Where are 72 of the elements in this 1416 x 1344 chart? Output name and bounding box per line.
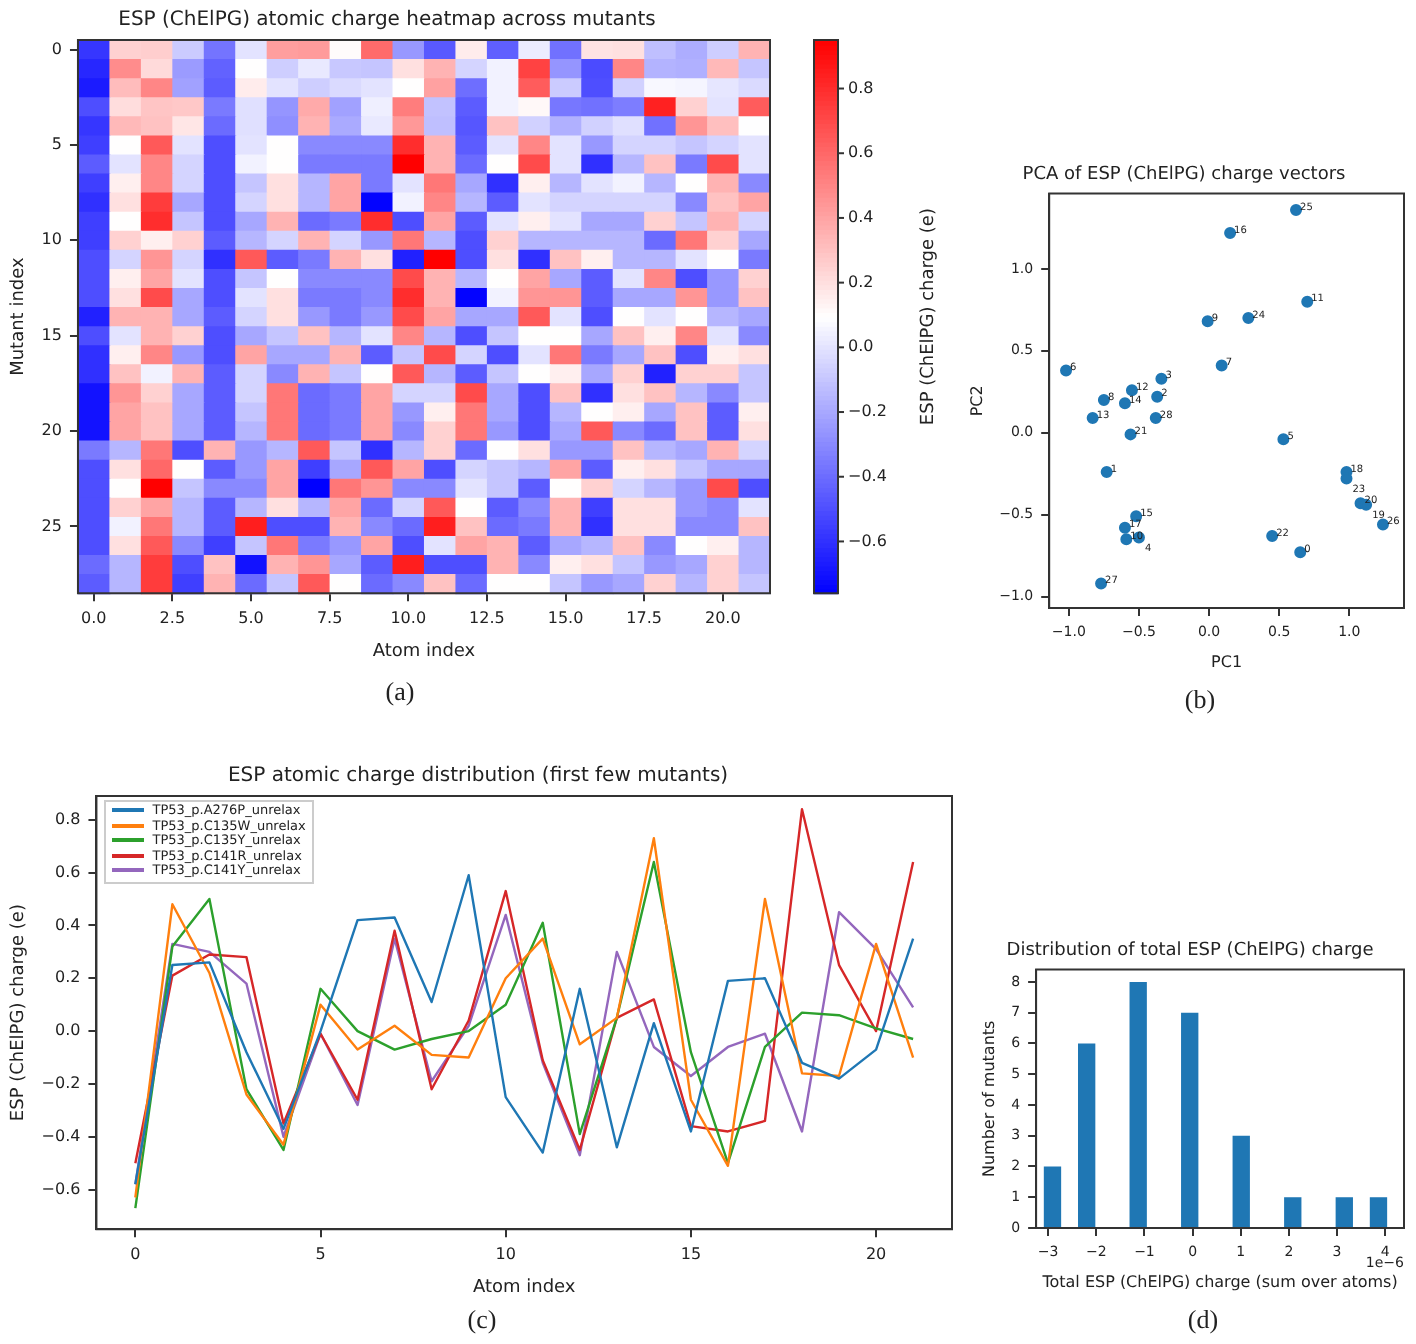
y-tick-label: 0.0: [54, 1021, 81, 1040]
chart-title: PCA of ESP (ChElPG) charge vectors: [1022, 165, 1347, 186]
x-tick-label: 0.0: [80, 608, 107, 627]
chart-title: ESP (ChElPG) atomic charge heatmap across mutants: [118, 9, 656, 32]
color-bar-label: 0.6: [848, 143, 874, 162]
y-tick-label: −0.2: [41, 1074, 81, 1093]
point: [1124, 428, 1137, 441]
text: (d): [1185, 1304, 1221, 1336]
x-tick-label: 15: [680, 1244, 702, 1263]
point: [1294, 546, 1307, 559]
x-tick-label: 10: [495, 1244, 516, 1263]
x-tick-label: 5: [315, 1244, 326, 1263]
point: [1149, 412, 1162, 424]
color-bar-label: −0.2: [848, 402, 887, 421]
point: [1376, 518, 1389, 531]
color-bar-label: 0.0: [848, 337, 874, 356]
y-axis-title: Mutant index: [9, 256, 30, 376]
point: [1277, 433, 1290, 446]
point: [1097, 393, 1110, 406]
point: [1201, 315, 1214, 328]
y-axis-title: PC2: [967, 385, 986, 417]
point: [1100, 466, 1113, 479]
y-tick-label: 0: [51, 39, 62, 58]
x-axis-title: Total ESP (ChElPG) charge (sum over atoms): [1040, 1272, 1398, 1291]
y-tick-label: 0.4: [54, 915, 81, 934]
point: [1155, 372, 1168, 385]
y-tick-label: −0.6: [41, 1179, 81, 1198]
point: [1301, 295, 1314, 308]
point: [1120, 533, 1133, 546]
text: (b): [1182, 684, 1218, 716]
point: [1224, 226, 1237, 239]
y-tick-label: 0.2: [54, 968, 81, 987]
point: [1118, 521, 1131, 534]
x-tick-label: 12.5: [469, 608, 505, 627]
y-axis-title: ESP (ChElPG) charge (e): [9, 904, 30, 1122]
y-tick-label: 15: [41, 325, 62, 344]
color-bar-title: ESP (ChElPG) charge (e): [918, 208, 939, 426]
color-bar-label: 0.8: [848, 78, 874, 97]
y-tick-label: 10: [41, 230, 62, 249]
x-tick-label: 15.0: [547, 608, 584, 627]
chart-title: Distribution of total ESP (ChElPG) charge: [1006, 941, 1375, 962]
point: [1086, 412, 1099, 424]
y-axis-title: Number of mutants: [979, 1020, 998, 1178]
point: [1151, 390, 1164, 403]
y-tick-label: 25: [41, 516, 62, 535]
x-tick-label: 20.0: [705, 608, 741, 627]
x-tick-label: 0: [130, 1244, 141, 1263]
x-tick-label: 5.0: [238, 608, 264, 627]
y-tick-label: 0.8: [54, 809, 81, 828]
x-tick-label: 7.5: [316, 608, 343, 627]
point: [1118, 397, 1131, 410]
y-tick-label: −0.4: [41, 1126, 81, 1145]
y-tick-label: 0.6: [54, 862, 81, 881]
color-bar-label: −0.6: [848, 531, 887, 550]
text: (c): [465, 1304, 499, 1336]
point: [1242, 312, 1255, 325]
point: [1266, 529, 1279, 542]
color-bar-label: 0.2: [848, 272, 874, 291]
text: (a): [383, 676, 417, 708]
x-axis-title: Atom index: [472, 1277, 577, 1298]
color-bar-label: 0.4: [848, 208, 874, 227]
x-axis-title: PC1: [1211, 652, 1243, 671]
x-tick-label: 20: [865, 1244, 887, 1263]
y-tick-label: 5: [51, 135, 62, 154]
x-tick-label: 10.0: [390, 608, 427, 627]
y-tick-label: 20: [41, 421, 62, 440]
point: [1215, 359, 1228, 372]
color-bar-label: −0.4: [848, 466, 887, 485]
chart-title: ESP atomic charge distribution (first few mutants): [227, 765, 729, 788]
x-axis-title: Atom index: [372, 641, 477, 662]
x-tick-label: 17.5: [626, 608, 662, 627]
x-tick-label: 2.5: [159, 608, 186, 627]
